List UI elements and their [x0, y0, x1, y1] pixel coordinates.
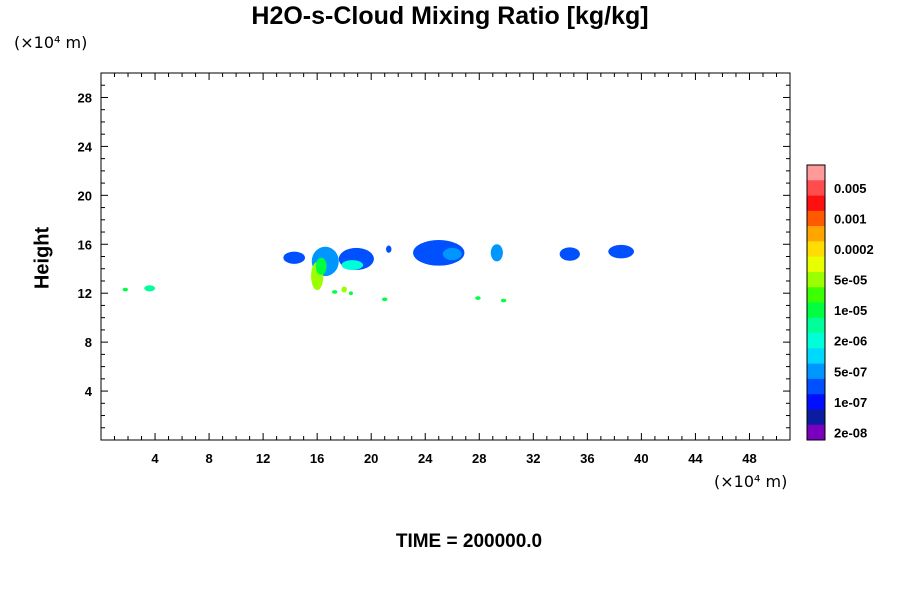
x-tick-label: 8 — [205, 451, 212, 466]
cloud-feature-1 — [144, 285, 156, 292]
x-tick-label: 16 — [310, 451, 324, 466]
x-tick-label: 4 — [151, 451, 159, 466]
cloud-feature-5 — [315, 257, 327, 275]
colorbar-swatch — [807, 180, 825, 196]
x-tick-label: 12 — [256, 451, 270, 466]
cloud-feature-15 — [332, 290, 338, 294]
colorbar-swatch — [807, 195, 825, 212]
x-tick-label: 20 — [364, 451, 378, 466]
colorbar-swatch — [807, 333, 825, 349]
colorbar-swatch — [807, 317, 825, 334]
cloud-feature-19 — [500, 298, 507, 303]
cloud-feature-17 — [382, 297, 388, 302]
colorbar-frame — [806, 164, 826, 441]
colorbar-label: 2e-08 — [834, 425, 867, 440]
x-tick-label: 48 — [742, 451, 756, 466]
cloud-feature-12 — [559, 247, 580, 261]
colorbar-label: 0.0002 — [834, 242, 874, 257]
x-tick-label: 28 — [472, 451, 486, 466]
x-tick-label: 32 — [526, 451, 540, 466]
colorbar-swatch — [807, 424, 825, 441]
colorbar-swatch — [807, 287, 825, 303]
y-tick-label: 20 — [78, 188, 92, 203]
colorbar-swatch — [807, 378, 825, 395]
x-axis-unit: (×10⁴ m) — [714, 472, 788, 491]
x-tick-label: 40 — [634, 451, 648, 466]
x-tick-label: 36 — [580, 451, 594, 466]
cloud-feature-11 — [490, 244, 503, 262]
y-tick-label: 12 — [78, 286, 92, 301]
x-tick-label: 24 — [418, 451, 433, 466]
colorbar-label: 1e-05 — [834, 303, 867, 318]
y-axis-unit: (×10⁴ m) — [14, 33, 88, 52]
colorbar-label: 5e-05 — [834, 273, 867, 288]
y-tick-label: 4 — [85, 384, 93, 399]
cloud-feature-7 — [341, 260, 364, 270]
y-tick-label: 24 — [78, 139, 93, 154]
colorbar-label: 2e-06 — [834, 334, 867, 349]
colorbar-swatch — [807, 271, 825, 288]
colorbar-swatch — [807, 210, 825, 227]
colorbar-label: 0.001 — [834, 211, 867, 226]
colorbar-swatch — [807, 302, 825, 319]
x-tick-label: 44 — [688, 451, 703, 466]
colorbar-swatch — [807, 409, 825, 426]
colorbar-label: 1e-07 — [834, 395, 867, 410]
cloud-feature-13 — [608, 244, 634, 259]
colorbar-swatch — [807, 348, 825, 364]
cloud-feature-8 — [386, 245, 392, 253]
cloud-feature-10 — [442, 247, 462, 261]
colorbar-swatch — [807, 241, 825, 257]
cloud-feature-14 — [341, 286, 347, 293]
y-tick-label: 8 — [85, 335, 92, 350]
chart-title: H2O-s-Cloud Mixing Ratio [kg/kg] — [251, 2, 649, 30]
y-tick-label: 16 — [78, 237, 92, 252]
colorbar-swatch — [807, 363, 825, 380]
y-tick-label: 28 — [78, 90, 92, 105]
colorbar-swatch — [807, 394, 825, 410]
colorbar-swatch — [807, 256, 825, 273]
colorbar-label: 5e-07 — [834, 364, 867, 379]
colorbar-swatch — [807, 165, 825, 181]
cloud-feature-2 — [283, 251, 305, 264]
cloud-feature-16 — [348, 291, 353, 296]
colorbar-label: 0.005 — [834, 181, 867, 196]
cloud-feature-0 — [122, 287, 129, 292]
time-label: TIME = 200000.0 — [395, 531, 543, 552]
colorbar-swatch — [807, 226, 825, 242]
cloud-feature-18 — [475, 296, 481, 300]
